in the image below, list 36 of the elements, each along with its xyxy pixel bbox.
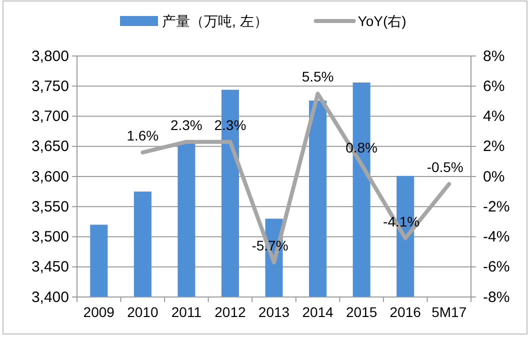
x-tick-label: 2016 [390,304,422,320]
y-tick-label: 3,450 [31,258,69,276]
y2-tick-label: -6% [483,258,510,276]
y-tick-label: 3,700 [31,108,69,126]
data-label: 1.6% [126,127,159,144]
y2-tick-label: -4% [483,228,510,246]
y-tick-label: 3,800 [31,48,69,65]
x-tick-label: 2010 [127,304,158,320]
y2-tick-label: -2% [483,198,510,216]
x-tick-label: 2009 [83,304,115,320]
data-label: -5.7% [252,237,288,254]
legend-label: 产量（万吨, 左） [162,13,268,29]
y2-tick-label: -8% [483,288,510,306]
y2-tick-label: 6% [483,78,505,95]
y2-tick-label: 0% [483,168,505,186]
y-tick-label: 3,750 [31,78,69,95]
x-tick-label: 2015 [346,304,378,320]
y2-tick-label: 4% [483,108,505,126]
y-tick-label: 3,400 [31,288,69,306]
data-label: 5.5% [302,68,334,85]
x-tick-label: 2012 [214,304,246,320]
y-tick-label: 3,550 [31,198,69,216]
x-tick-label: 5M17 [432,304,467,320]
x-tick-label: 2013 [258,304,290,320]
x-tick-label: 2011 [171,304,202,320]
y-tick-label: 3,650 [31,138,69,156]
data-label: -4.1% [383,213,420,230]
data-label: 0.8% [346,139,378,156]
data-label: -0.5% [426,159,464,176]
y-tick-label: 3,600 [31,168,69,186]
legend-label: YoY(右) [358,13,406,29]
x-tick-label: 2014 [302,304,334,320]
data-label: 2.3% [170,116,202,133]
y2-tick-label: 2% [483,138,505,156]
y2-tick-label: 8% [483,48,505,65]
y-tick-label: 3,500 [31,228,69,246]
